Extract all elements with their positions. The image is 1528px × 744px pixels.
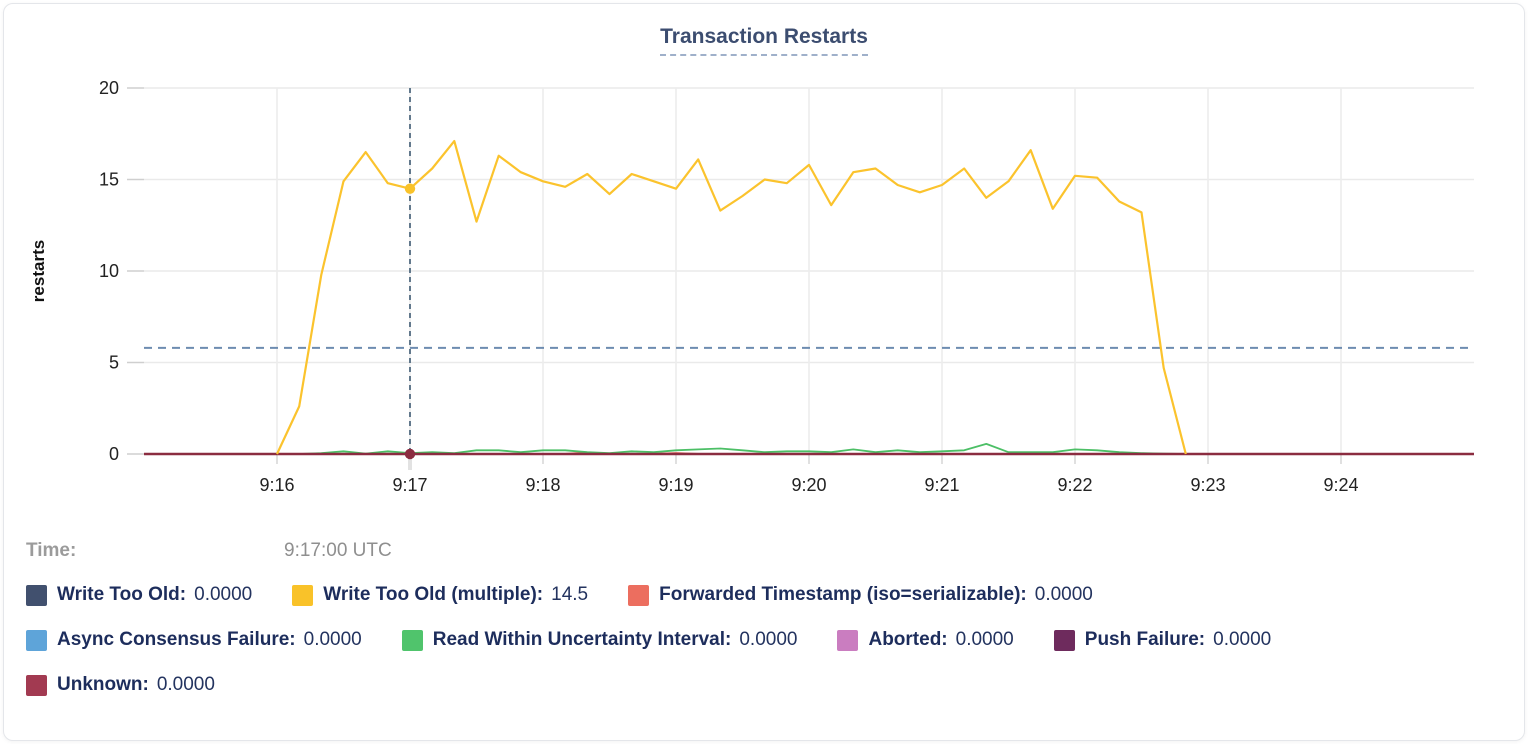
legend-swatch xyxy=(628,584,650,606)
tooltip-time-label: Time: xyxy=(26,540,77,561)
legend-value: 0.0000 xyxy=(739,629,798,650)
legend-swatch xyxy=(401,629,423,651)
chart-card: Transaction Restarts 0 5 10 15 20 9:16 9:17 9:1… xyxy=(3,3,1525,741)
legend-value: 0.0000 xyxy=(303,629,362,650)
series-line-write-too-old-multiple xyxy=(276,139,1187,455)
y-axis-label: restarts xyxy=(29,240,48,302)
x-tick-label: 9:22 xyxy=(1057,475,1092,495)
legend-label: Read Within Uncertainty Interval: xyxy=(432,629,732,650)
legend-value: 14.5 xyxy=(551,584,589,605)
legend-row: Write Too Old: 0.0000 Write Too Old (multi… xyxy=(26,584,1524,606)
legend-swatch xyxy=(26,629,47,651)
legend-entry-aborted: Aborted: 0.0000 xyxy=(837,629,1014,651)
x-tick-label: 9:24 xyxy=(1323,475,1358,495)
legend-swatch xyxy=(1053,629,1075,651)
legend-row: Unknown: 0.0000 xyxy=(26,674,1524,696)
tooltip-time-row: Time: 9:17:00 UTC xyxy=(4,540,1524,562)
x-tick-label: 9:18 xyxy=(525,475,560,495)
legend-entry-unknown: Unknown: 0.0000 xyxy=(26,674,215,696)
tooltip-time-value: 9:17:00 UTC xyxy=(284,540,392,561)
chart-legend: Write Too Old: 0.0000 Write Too Old (multi… xyxy=(4,584,1524,696)
legend-entry-write-too-old: Write Too Old: 0.0000 xyxy=(26,584,252,606)
legend-value: 0.0000 xyxy=(1213,629,1272,650)
y-tick-label: 20 xyxy=(99,78,119,98)
legend-row: Async Consensus Failure: 0.0000 Read Withi… xyxy=(26,629,1524,651)
x-tick-label: 9:21 xyxy=(924,475,959,495)
legend-label: Aborted: xyxy=(868,629,948,650)
transaction-restarts-chart[interactable]: 0 5 10 15 20 9:16 9:17 9:18 9:19 9:20 9:21 9:22 9:23… xyxy=(4,60,1525,510)
legend-entry-write-too-old-multiple: Write Too Old (multiple): 14.5 xyxy=(292,584,588,606)
x-tick-label: 9:17 xyxy=(392,475,427,495)
crosshair-marker-unknown xyxy=(404,448,416,460)
crosshair-marker-write-too-old-multiple xyxy=(404,183,416,194)
y-tick-label: 10 xyxy=(99,261,119,281)
legend-label: Forwarded Timestamp (iso=serializable): xyxy=(659,584,1027,605)
chart-title[interactable]: Transaction Restarts xyxy=(660,25,868,56)
y-tick-label: 5 xyxy=(109,353,119,373)
chart-header: Transaction Restarts xyxy=(4,4,1524,60)
legend-value: 0.0000 xyxy=(156,674,215,695)
x-tick-label: 9:20 xyxy=(791,475,826,495)
y-tick-label: 15 xyxy=(99,170,119,190)
legend-label: Write Too Old (multiple): xyxy=(323,584,544,605)
legend-label: Async Consensus Failure: xyxy=(57,629,296,650)
series-line-read-within-uncertainty-interval xyxy=(277,442,1186,455)
x-tick-label: 9:19 xyxy=(658,475,693,495)
legend-value: 0.0000 xyxy=(194,584,253,605)
crosshair-axis-stub xyxy=(408,452,412,470)
legend-entry-push-failure: Push Failure: 0.0000 xyxy=(1053,629,1272,651)
legend-swatch xyxy=(26,584,47,606)
legend-label: Write Too Old: xyxy=(57,584,187,605)
legend-value: 0.0000 xyxy=(1034,584,1093,605)
legend-entry-async-consensus-failure: Async Consensus Failure: 0.0000 xyxy=(26,629,362,651)
legend-entry-read-within-uncertainty-interval: Read Within Uncertainty Interval: 0.0000 xyxy=(401,629,798,651)
x-tick-label: 9:16 xyxy=(259,475,294,495)
legend-label: Push Failure: xyxy=(1084,629,1206,650)
legend-swatch xyxy=(837,629,859,651)
legend-entry-forwarded-timestamp-iso-serializable: Forwarded Timestamp (iso=serializable): 0… xyxy=(628,584,1093,606)
legend-value: 0.0000 xyxy=(955,629,1014,650)
legend-swatch xyxy=(26,674,47,696)
x-tick-label: 9:23 xyxy=(1190,475,1225,495)
legend-swatch xyxy=(292,584,314,606)
y-tick-label: 0 xyxy=(109,444,119,464)
legend-label: Unknown: xyxy=(57,674,149,695)
